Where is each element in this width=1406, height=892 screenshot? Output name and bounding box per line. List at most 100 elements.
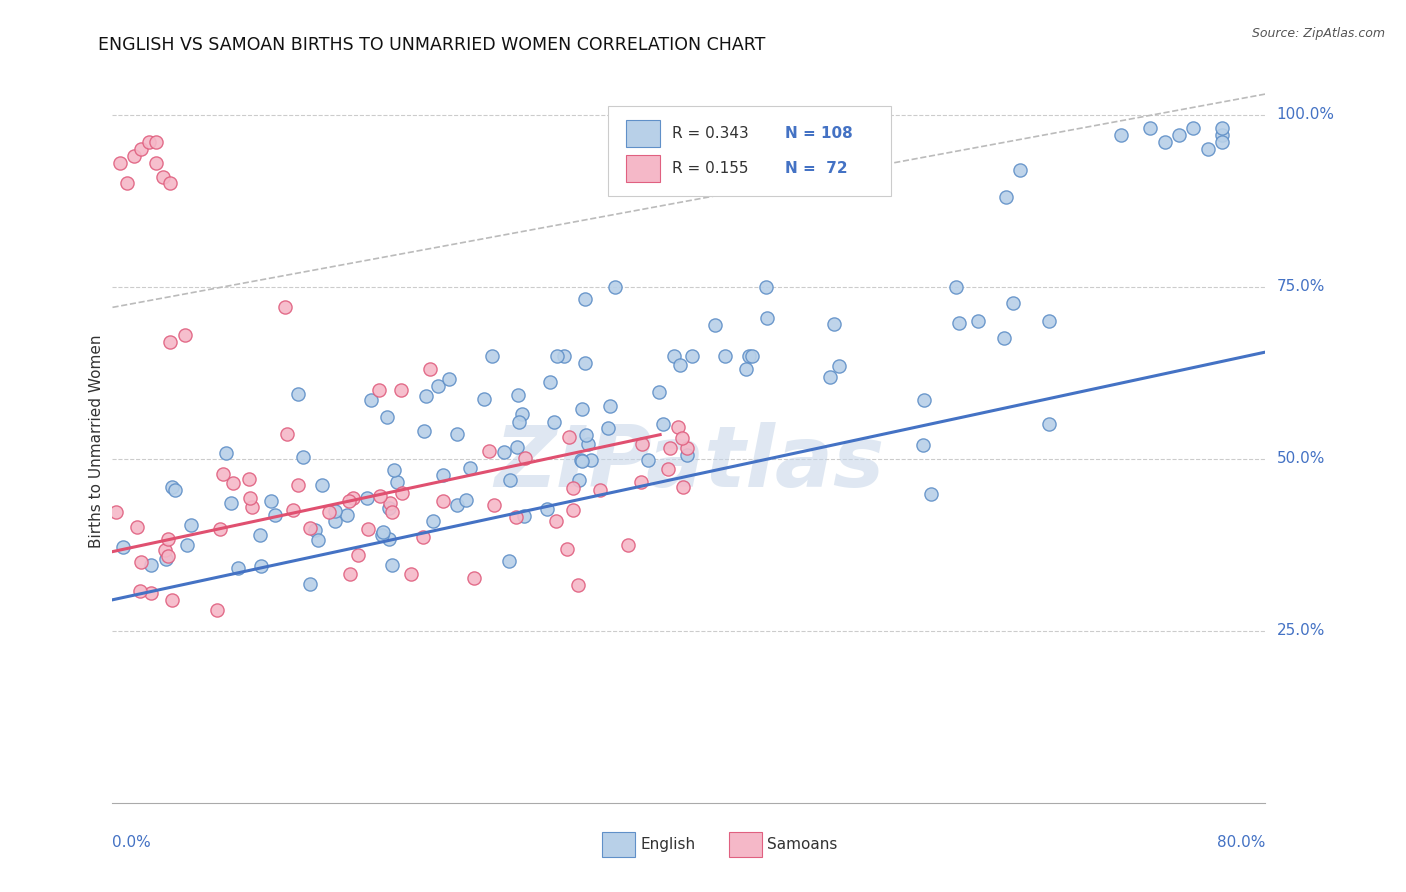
Point — [482, 499, 505, 513]
Point — [422, 514, 444, 528]
Text: R = 0.155: R = 0.155 — [672, 161, 748, 176]
Point — [347, 548, 370, 562]
Point — [546, 349, 568, 363]
Point — [311, 478, 333, 492]
Point — [631, 436, 654, 450]
Point — [920, 487, 942, 501]
Point — [276, 426, 298, 441]
Point — [357, 522, 380, 536]
Point — [180, 518, 202, 533]
Text: N =  72: N = 72 — [785, 161, 848, 176]
Point — [337, 493, 360, 508]
Point — [155, 552, 177, 566]
Point — [555, 542, 578, 557]
Point — [378, 495, 401, 509]
Point — [675, 448, 697, 462]
Point — [463, 571, 485, 585]
Point — [209, 523, 232, 537]
Point — [571, 402, 593, 417]
Point — [323, 514, 346, 528]
Point — [138, 135, 160, 149]
Point — [446, 498, 468, 512]
Point — [1001, 295, 1024, 310]
Point — [536, 501, 558, 516]
Point — [378, 500, 401, 515]
Text: 50.0%: 50.0% — [1277, 451, 1324, 467]
Point — [385, 475, 408, 489]
Point — [458, 460, 481, 475]
Point — [173, 327, 195, 342]
Point — [291, 450, 314, 464]
Text: English: English — [641, 837, 696, 852]
Point — [568, 473, 591, 487]
Point — [298, 521, 321, 535]
Point — [492, 444, 515, 458]
Point — [499, 473, 522, 487]
Point — [478, 444, 501, 458]
Point — [381, 505, 404, 519]
Point — [221, 476, 243, 491]
Point — [553, 349, 575, 363]
Point — [108, 156, 131, 170]
Text: 0.0%: 0.0% — [112, 835, 152, 850]
Point — [228, 561, 250, 575]
Point — [755, 310, 778, 325]
Point — [401, 566, 423, 581]
Point — [215, 446, 238, 460]
Point — [356, 491, 378, 505]
Point — [389, 383, 412, 397]
Point — [159, 334, 181, 349]
Point — [163, 483, 186, 498]
Point — [993, 331, 1015, 345]
Text: Source: ZipAtlas.com: Source: ZipAtlas.com — [1251, 27, 1385, 40]
Point — [298, 576, 321, 591]
Point — [596, 421, 619, 435]
Point — [446, 426, 468, 441]
Point — [576, 437, 599, 451]
Point — [513, 451, 536, 466]
Point — [360, 392, 382, 407]
Y-axis label: Births to Unmarried Women: Births to Unmarried Women — [89, 334, 104, 549]
Point — [666, 420, 689, 434]
Point — [115, 177, 138, 191]
Point — [382, 463, 405, 477]
Point — [111, 540, 134, 554]
Point — [1038, 314, 1060, 328]
Point — [145, 156, 167, 170]
Point — [160, 480, 183, 494]
Point — [543, 416, 565, 430]
Point — [657, 462, 679, 476]
Point — [637, 453, 659, 467]
Point — [381, 558, 404, 573]
Point — [558, 430, 581, 444]
Point — [505, 510, 527, 524]
Point — [426, 379, 449, 393]
Point — [569, 452, 592, 467]
Point — [339, 566, 361, 581]
Point — [664, 349, 686, 363]
Point — [671, 431, 693, 445]
Point — [159, 177, 181, 191]
Point — [219, 496, 242, 510]
Point — [1010, 162, 1032, 177]
Point — [342, 491, 364, 506]
Point — [1167, 128, 1189, 143]
Point — [274, 301, 297, 315]
Point — [737, 349, 759, 363]
Point — [571, 454, 593, 468]
Point — [249, 558, 271, 573]
Point — [432, 467, 454, 482]
Bar — [626, 154, 661, 182]
Point — [375, 410, 398, 425]
Point — [562, 503, 585, 517]
Point — [141, 558, 163, 573]
Point — [544, 514, 567, 528]
Point — [307, 533, 329, 547]
Point — [287, 478, 309, 492]
Point — [368, 489, 391, 503]
Point — [575, 427, 598, 442]
Point — [648, 384, 671, 399]
Point — [318, 505, 340, 519]
Point — [377, 532, 399, 546]
Point — [264, 508, 287, 522]
